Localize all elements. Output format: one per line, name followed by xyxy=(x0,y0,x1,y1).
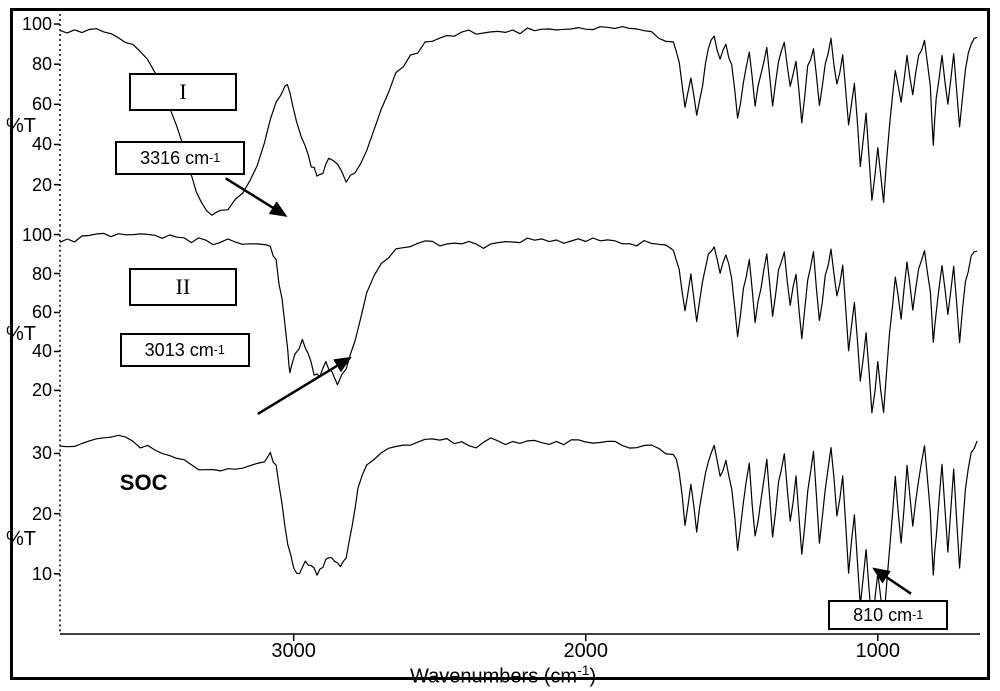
y-tick-label: 20 xyxy=(32,504,52,525)
y-tick-label: 20 xyxy=(32,175,52,196)
annotation-box: 3013 cm-1 xyxy=(120,333,250,367)
annotation-box: II xyxy=(129,268,237,306)
y-tick-label: 20 xyxy=(32,380,52,401)
x-tick-label: 2000 xyxy=(563,640,608,663)
y-tick-label: 100 xyxy=(22,14,52,35)
annotation-box: 3316 cm-1 xyxy=(115,141,245,175)
y-tick-label: 60 xyxy=(32,302,52,323)
y-axis-label: %T xyxy=(6,528,36,551)
x-axis-label: Wavenumbers (cm-1) xyxy=(410,662,596,689)
y-tick-label: 30 xyxy=(32,443,52,464)
y-tick-label: 80 xyxy=(32,264,52,285)
y-tick-label: 10 xyxy=(32,564,52,585)
annotation-box: I xyxy=(129,73,237,111)
x-tick-label: 3000 xyxy=(271,640,316,663)
y-tick-label: 80 xyxy=(32,54,52,75)
y-axis-label: %T xyxy=(6,115,36,138)
x-tick-label: 1000 xyxy=(856,640,901,663)
overlay: 300020001000Wavenumbers (cm-1)2040608010… xyxy=(0,0,1000,691)
y-tick-label: 60 xyxy=(32,94,52,115)
annotation-box: 810 cm-1 xyxy=(828,600,948,630)
annotation-text: SOC xyxy=(120,470,168,496)
y-tick-label: 100 xyxy=(22,225,52,246)
y-axis-label: %T xyxy=(6,323,36,346)
